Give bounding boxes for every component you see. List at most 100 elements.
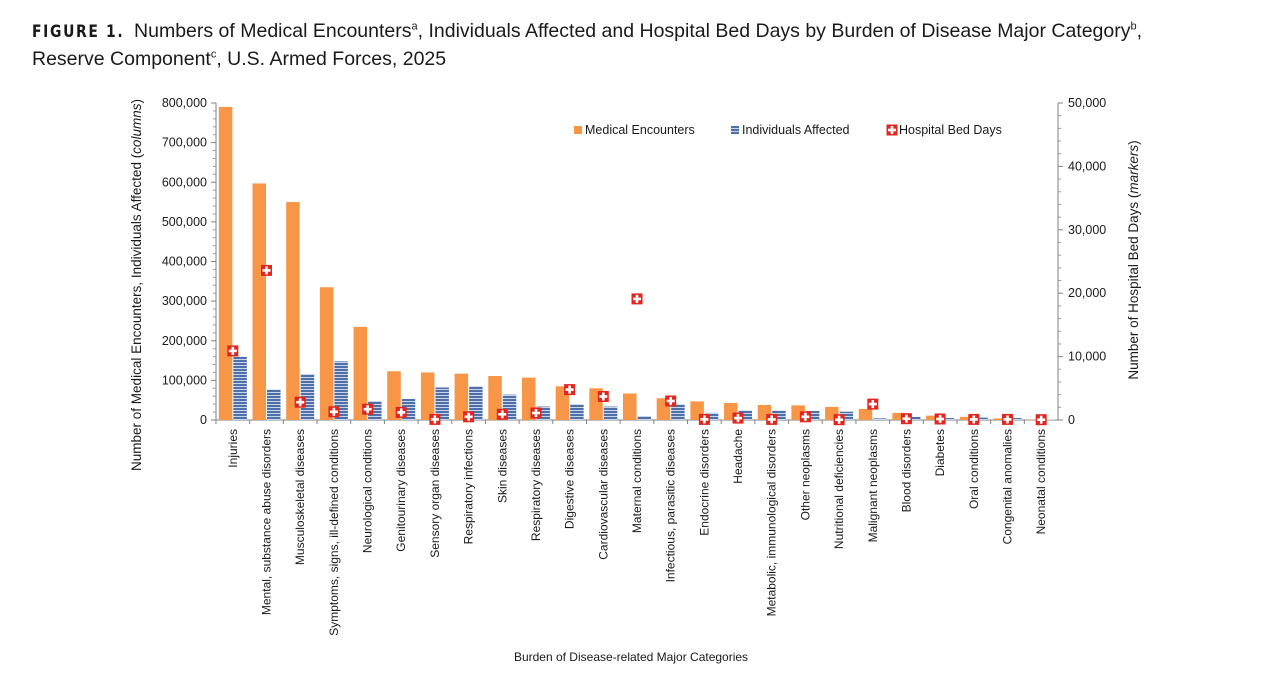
x-tick-label-neonatal-conditions: Neonatal conditions xyxy=(1034,429,1048,534)
bar-individuals-affected-digestive-diseases xyxy=(570,404,584,420)
bar-individuals-affected-maternal-conditions xyxy=(637,416,651,420)
marker-hospital-bed-days-infectious-parasitic-diseases xyxy=(665,395,677,407)
bar-individuals-affected-mental-substance-abuse-disorders xyxy=(267,389,281,420)
marker-hospital-bed-days-congenital-anomalies xyxy=(1002,413,1013,425)
y-tick-label-left: 0 xyxy=(200,413,207,427)
footnote-c: c xyxy=(210,48,217,61)
bar-individuals-affected-cardiovascular-diseases xyxy=(603,406,618,420)
footnote-a: a xyxy=(411,20,418,33)
markers-group xyxy=(227,264,1047,426)
marker-hospital-bed-days-respiratory-infections xyxy=(463,411,475,423)
bar-medical-encounters-diabetes xyxy=(926,415,940,420)
y-axis-label-left: Number of Medical Encounters, Individual… xyxy=(129,99,144,471)
y-tick-label-left: 200,000 xyxy=(162,334,207,348)
bar-medical-encounters-injuries xyxy=(218,106,233,421)
bar-individuals-affected-congenital-anomalies xyxy=(1007,418,1022,420)
marker-hospital-bed-days-maternal-conditions xyxy=(631,293,643,305)
x-tick-label-injuries: Injuries xyxy=(226,429,240,468)
bar-individuals-affected-diabetes xyxy=(940,418,955,420)
bar-medical-encounters-sensory-organ-diseases xyxy=(420,372,435,420)
bar-individuals-affected-musculoskeletal-diseases xyxy=(300,374,315,420)
bar-individuals-affected-headache xyxy=(738,410,753,420)
y-tick-label-right: 40,000 xyxy=(1068,159,1106,173)
bar-medical-encounters-musculoskeletal-diseases xyxy=(286,202,300,420)
bar-individuals-affected-injuries xyxy=(233,356,247,420)
bar-medical-encounters-mental-substance-abuse-disorders xyxy=(252,183,267,420)
x-tick-label-cardiovascular-diseases: Cardiovascular diseases xyxy=(596,429,610,560)
x-tick-label-metabolic-immunological-disorders: Metabolic, immunological disorders xyxy=(765,429,779,616)
marker-hospital-bed-days-oral-conditions xyxy=(968,413,980,425)
x-tick-label-maternal-conditions: Maternal conditions xyxy=(630,429,644,533)
marker-hospital-bed-days-mental-substance-abuse-disorders xyxy=(261,264,272,276)
bar-medical-encounters-maternal-conditions xyxy=(623,393,637,420)
bar-individuals-affected-sensory-organ-diseases xyxy=(435,387,449,420)
bar-medical-encounters-neurological-conditions xyxy=(353,326,368,420)
marker-hospital-bed-days-metabolic-immunological-disorders xyxy=(766,413,778,425)
bar-medical-encounters-congenital-anomalies xyxy=(993,418,1007,420)
marker-hospital-bed-days-cardiovascular-diseases xyxy=(597,391,609,402)
marker-hospital-bed-days-sensory-organ-diseases xyxy=(429,413,441,425)
bar-individuals-affected-oral-conditions xyxy=(974,417,988,420)
x-tick-label-digestive-diseases: Digestive diseases xyxy=(563,429,577,529)
marker-hospital-bed-days-neonatal-conditions xyxy=(1035,414,1047,426)
bar-individuals-affected-infectious-parasitic-diseases xyxy=(671,404,685,420)
x-tick-label-diabetes: Diabetes xyxy=(933,429,947,476)
legend-label-medical-encounters: Medical Encounters xyxy=(585,123,695,137)
marker-hospital-bed-days-endocrine-disorders xyxy=(698,413,710,425)
y-axis-label-right-italic: markers xyxy=(1126,145,1141,194)
marker-hospital-bed-days-neurological-conditions xyxy=(362,403,374,415)
bar-medical-encounters-oral-conditions xyxy=(959,416,974,420)
y-axis-label-left-text: Number of Medical Encounters, Individual… xyxy=(129,153,144,471)
legend-swatch-medical-encounters xyxy=(574,126,582,134)
y-tick-label-right: 50,000 xyxy=(1068,96,1106,110)
title-text-part4: Reserve Component xyxy=(32,48,211,70)
x-tick-label-congenital-anomalies: Congenital anomalies xyxy=(1001,429,1015,544)
x-tick-label-respiratory-diseases: Respiratory diseases xyxy=(529,429,543,541)
bar-medical-encounters-blood-disorders xyxy=(892,412,906,420)
figure-label: FIGURE 1. xyxy=(32,22,125,42)
bar-medical-encounters-neonatal-conditions xyxy=(1027,419,1041,421)
x-tick-label-nutritional-deficiencies: Nutritional deficiencies xyxy=(832,429,846,549)
bar-individuals-affected-metabolic-immunological-disorders xyxy=(772,410,786,420)
marker-hospital-bed-days-nutritional-deficiencies xyxy=(833,414,845,426)
bar-individuals-affected-malignant-neoplasms xyxy=(873,418,887,420)
bar-medical-encounters-symptoms-signs-ill-defined-conditions xyxy=(319,287,334,420)
legend-label-individuals-affected: Individuals Affected xyxy=(742,123,850,137)
y-tick-label-left: 800,000 xyxy=(162,96,207,110)
marker-hospital-bed-days-malignant-neoplasms xyxy=(867,398,879,410)
bar-individuals-affected-blood-disorders xyxy=(906,416,921,420)
bar-individuals-affected-other-neoplasms xyxy=(805,410,820,420)
y-tick-label-right: 20,000 xyxy=(1068,286,1106,300)
bar-individuals-affected-nutritional-deficiencies xyxy=(839,411,854,420)
marker-hospital-bed-days-injuries xyxy=(227,345,239,357)
legend-label-hospital-bed-days: Hospital Bed Days xyxy=(899,123,1002,137)
bar-medical-encounters-malignant-neoplasms xyxy=(858,408,873,420)
legend-marker-hospital-bed-days xyxy=(886,124,898,136)
x-tick-label-oral-conditions: Oral conditions xyxy=(967,429,981,509)
marker-hospital-bed-days-symptoms-signs-ill-defined-conditions xyxy=(328,406,340,418)
footnote-b: b xyxy=(1130,20,1137,33)
x-tick-label-genitourinary-diseases: Genitourinary diseases xyxy=(394,429,408,552)
marker-hospital-bed-days-headache xyxy=(732,412,744,424)
title-text-part5: , U.S. Armed Forces, 2025 xyxy=(216,48,447,70)
marker-hospital-bed-days-respiratory-diseases xyxy=(530,407,542,419)
figure-title: FIGURE 1. Numbers of Medical Encountersa… xyxy=(32,18,1262,73)
y-axis-label-left-italic: columns xyxy=(129,103,144,154)
legend-swatch-individuals-affected xyxy=(731,126,739,134)
marker-hospital-bed-days-digestive-diseases xyxy=(564,384,576,396)
y-axis-label-left-end: ) xyxy=(129,99,144,104)
x-tick-label-mental-substance-abuse-disorders: Mental, substance abuse disorders xyxy=(260,429,274,615)
bar-individuals-affected-symptoms-signs-ill-defined-conditions xyxy=(334,361,348,420)
x-tick-label-symptoms-signs-ill-defined-conditions: Symptoms, signs, ill-defined conditions xyxy=(327,429,341,636)
marker-hospital-bed-days-other-neoplasms xyxy=(799,411,811,423)
x-tick-label-endocrine-disorders: Endocrine disorders xyxy=(697,429,711,536)
marker-hospital-bed-days-diabetes xyxy=(934,413,946,425)
x-tick-label-skin-diseases: Skin diseases xyxy=(495,429,509,503)
marker-hospital-bed-days-musculoskeletal-diseases xyxy=(294,396,306,408)
x-tick-label-respiratory-infections: Respiratory infections xyxy=(462,429,476,544)
marker-hospital-bed-days-blood-disorders xyxy=(900,413,912,425)
marker-hospital-bed-days-genitourinary-diseases xyxy=(395,406,407,418)
y-tick-label-left: 700,000 xyxy=(162,136,207,150)
x-axis-label: Burden of Disease-related Major Categori… xyxy=(514,650,748,664)
